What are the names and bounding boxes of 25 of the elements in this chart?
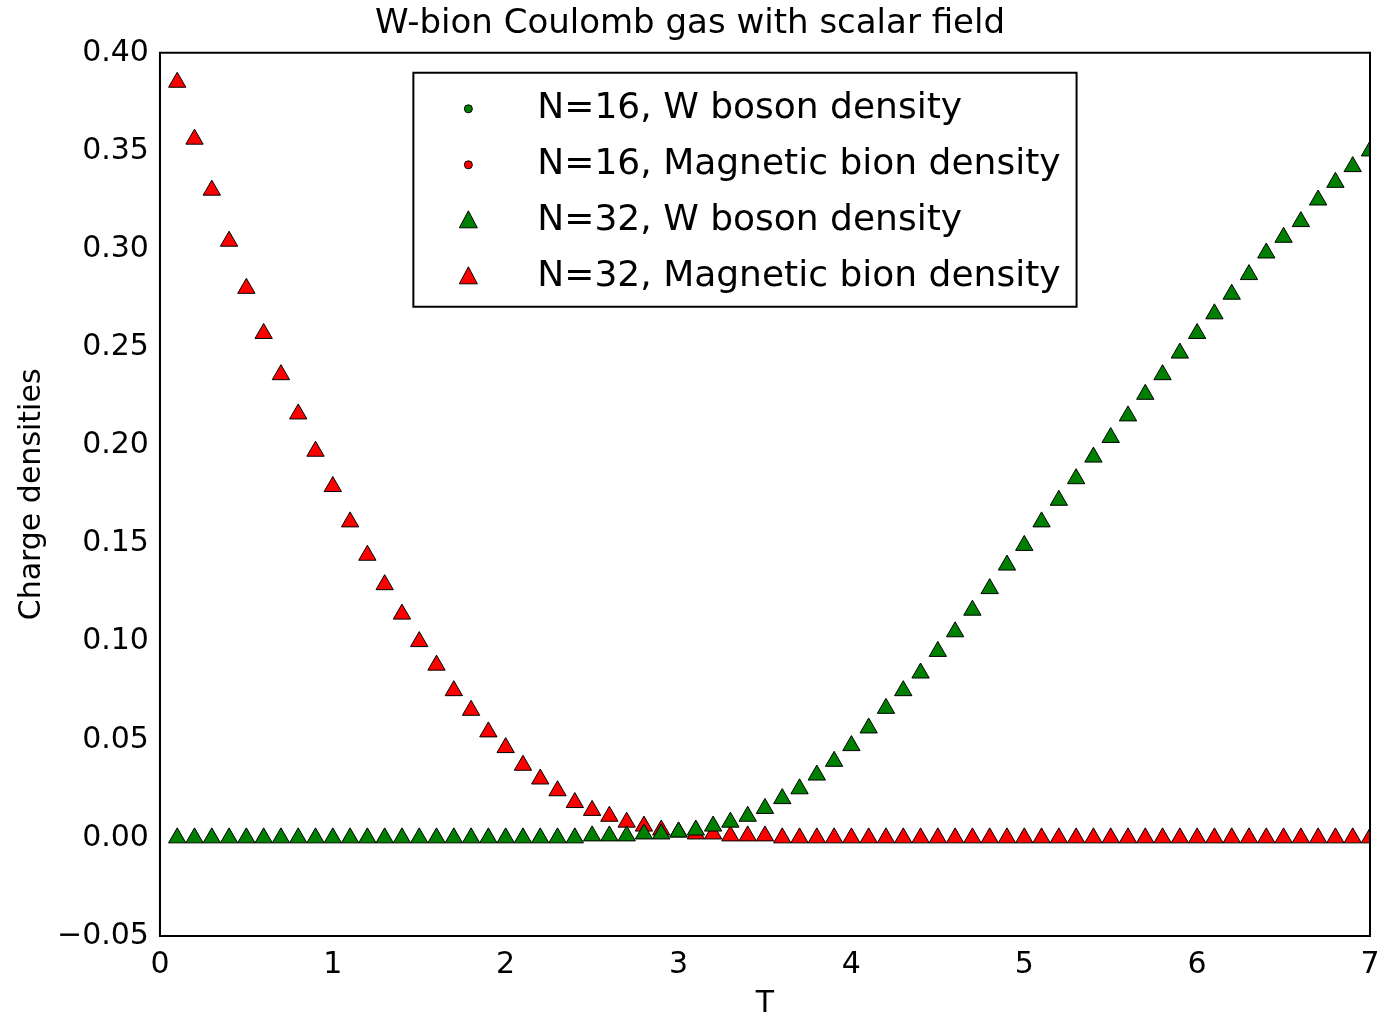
y-tick-label: 0.20 xyxy=(82,425,149,461)
x-tick-label: 0 xyxy=(150,944,170,980)
y-tick-label: 0.15 xyxy=(82,523,149,559)
legend-label: N=32, Magnetic bion density xyxy=(537,253,1061,295)
y-tick-label: 0.25 xyxy=(82,327,149,362)
legend-label: N=16, Magnetic bion density xyxy=(537,141,1061,183)
legend-label: N=32, W boson density xyxy=(537,197,963,239)
x-tick-label: 1 xyxy=(323,944,343,980)
legend-label: N=16, W boson density xyxy=(537,85,963,127)
y-tick-label: −0.05 xyxy=(57,915,149,951)
y-tick-label: 0.35 xyxy=(82,130,149,166)
x-tick-label: 3 xyxy=(668,944,689,980)
x-tick-label: 2 xyxy=(496,944,516,980)
x-tick-label: 5 xyxy=(1014,944,1034,980)
chart-title: W-bion Coulomb gas with scalar field xyxy=(374,1,1006,42)
y-tick-label: 0.40 xyxy=(82,32,149,68)
y-tick-label: 0.30 xyxy=(82,228,149,264)
y-tick-label: 0.10 xyxy=(82,621,149,657)
x-tick-label: 6 xyxy=(1187,944,1207,980)
y-tick-label: 0.05 xyxy=(82,719,149,755)
x-axis-title: T xyxy=(754,983,775,1019)
x-tick-label: 7 xyxy=(1360,944,1380,980)
x-tick-label: 4 xyxy=(841,944,861,980)
y-axis-title: Charge densities xyxy=(11,368,47,621)
y-tick-label: 0.00 xyxy=(82,817,149,853)
